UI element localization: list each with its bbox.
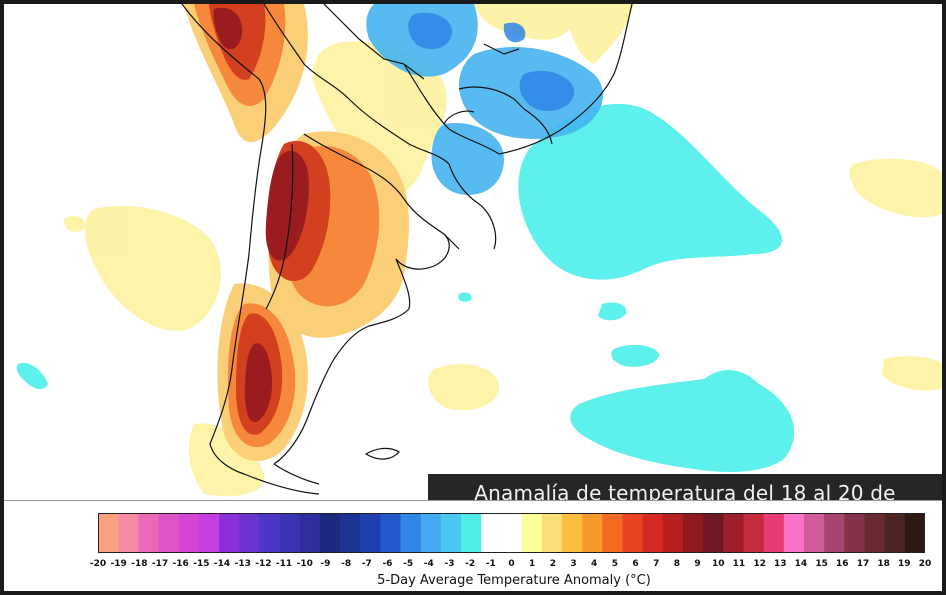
colorbar-swatch xyxy=(622,513,644,553)
colorbar-swatch xyxy=(319,513,341,553)
colorbar-outline xyxy=(98,513,925,553)
colorbar-tick-label: -7 xyxy=(361,559,372,569)
colorbar-swatch xyxy=(844,513,866,553)
colorbar-tick-label: -19 xyxy=(110,559,127,569)
colorbar-tick-label: 5 xyxy=(611,559,619,569)
colorbar-swatch xyxy=(481,513,503,553)
colorbar-swatch xyxy=(158,513,180,553)
colorbar xyxy=(98,513,925,553)
colorbar-swatch xyxy=(420,513,442,553)
colorbar-tick-label: 3 xyxy=(570,559,577,569)
colorbar-tick-label: 18 xyxy=(877,559,890,569)
colorbar-tick-label: 0 xyxy=(508,559,515,569)
colorbar-swatch xyxy=(400,513,422,553)
colorbar-tick-label: -10 xyxy=(296,559,313,569)
legend: -20 -19 -18 -17 -16 -15 -14 -13 -12 -11 -10 -9 -8 -7-… xyxy=(4,500,942,591)
colorbar-swatches xyxy=(98,513,925,553)
colorbar-swatch xyxy=(541,513,563,553)
colorbar-tick-label: -14 xyxy=(213,559,231,569)
slight-cool-areas xyxy=(16,103,795,472)
colorbar-swatch xyxy=(864,513,886,553)
colorbar-tick-label: -6 xyxy=(382,559,393,569)
colorbar-swatch xyxy=(662,513,684,553)
colorbar-swatch xyxy=(501,513,523,553)
colorbar-tick-label: 20 xyxy=(918,559,932,569)
colorbar-swatch xyxy=(259,513,281,553)
colorbar-tick-label: -9 xyxy=(320,559,331,569)
colorbar-swatch xyxy=(299,513,321,553)
colorbar-swatch xyxy=(824,513,845,553)
colorbar-tick-label: 6 xyxy=(632,559,639,569)
colorbar-swatch xyxy=(219,513,240,553)
colorbar-tick-label: 12 xyxy=(753,559,766,569)
colorbar-tick-label: -20 xyxy=(89,559,107,569)
colorbar-swatch xyxy=(743,513,765,553)
colorbar-tick-label: -5 xyxy=(403,559,414,569)
colorbar-tick-label: -4 xyxy=(423,559,434,569)
colorbar-swatch xyxy=(98,513,119,553)
cooler-areas xyxy=(408,12,575,111)
colorbar-tick-label: 10 xyxy=(711,559,725,569)
colorbar-tick-label: 13 xyxy=(774,559,787,569)
colorbar-tick-label: 9 xyxy=(694,559,701,569)
colorbar-swatch xyxy=(803,513,825,553)
colorbar-tick-label: -15 xyxy=(193,559,210,569)
colorbar-swatch xyxy=(723,513,745,553)
colorbar-tick-label: 8 xyxy=(673,559,681,569)
anomaly-map xyxy=(4,4,942,500)
colorbar-tick-label: -18 xyxy=(131,559,148,569)
colorbar-tick-label: 19 xyxy=(898,559,911,569)
colorbar-swatch xyxy=(178,513,200,553)
figure-frame: Anamalía de temperatura del 18 al 20 de … xyxy=(4,4,942,591)
colorbar-swatch xyxy=(703,513,724,553)
colorbar-swatch xyxy=(380,513,402,553)
legend-title: 5-Day Average Temperature Anomaly (°C) xyxy=(377,573,651,588)
colorbar-swatch xyxy=(602,513,624,553)
colorbar-tick-label: 15 xyxy=(815,559,828,569)
colorbar-swatch xyxy=(521,513,543,553)
colorbar-swatch xyxy=(239,513,260,553)
colorbar-swatch xyxy=(783,513,805,553)
colorbar-tick-label: 11 xyxy=(732,559,746,569)
colorbar-swatch xyxy=(682,513,704,553)
colorbar-tick-label: -11 xyxy=(275,559,293,569)
colorbar-tick-label: 1 xyxy=(529,559,536,569)
colorbar-swatch xyxy=(582,513,603,553)
colorbar-tick-label: 7 xyxy=(653,559,660,569)
colorbar-swatch xyxy=(279,513,301,553)
colorbar-swatch xyxy=(561,513,583,553)
colorbar-tick-label: -8 xyxy=(341,559,352,569)
colorbar-tick-label: 17 xyxy=(856,559,870,569)
colorbar-tick-label: -1 xyxy=(485,559,496,569)
colorbar-swatch xyxy=(904,513,925,553)
very-hot-areas xyxy=(213,7,309,423)
colorbar-tick-label: 4 xyxy=(591,559,598,569)
colorbar-tick-label: -13 xyxy=(234,559,251,569)
country-borders xyxy=(181,4,633,495)
colorbar-tick-label: -2 xyxy=(465,559,476,569)
colorbar-swatch xyxy=(440,513,462,553)
colorbar-swatch xyxy=(884,513,906,553)
colorbar-tick-label: 2 xyxy=(549,559,556,569)
colorbar-swatch xyxy=(198,513,220,553)
colorbar-swatch xyxy=(138,513,160,553)
colorbar-tick-label: -17 xyxy=(151,559,169,569)
colorbar-swatch xyxy=(118,513,139,553)
colorbar-swatch xyxy=(461,513,482,553)
slight-warm-areas xyxy=(63,4,942,497)
colorbar-swatch xyxy=(763,513,785,553)
colorbar-swatch xyxy=(340,513,361,553)
colorbar-tick-label: 14 xyxy=(794,559,808,569)
colorbar-tick-label: 16 xyxy=(836,559,849,569)
colorbar-tick-label: -3 xyxy=(444,559,455,569)
colorbar-ticks: -20 -19 -18 -17 -16 -15 -14 -13 -12 -11 -10 -9 -8 -7-… xyxy=(90,559,931,573)
colorbar-tick-label: -12 xyxy=(255,559,272,569)
colorbar-swatch xyxy=(360,513,381,553)
colorbar-swatch xyxy=(642,513,664,553)
colorbar-tick-label: -16 xyxy=(172,559,189,569)
